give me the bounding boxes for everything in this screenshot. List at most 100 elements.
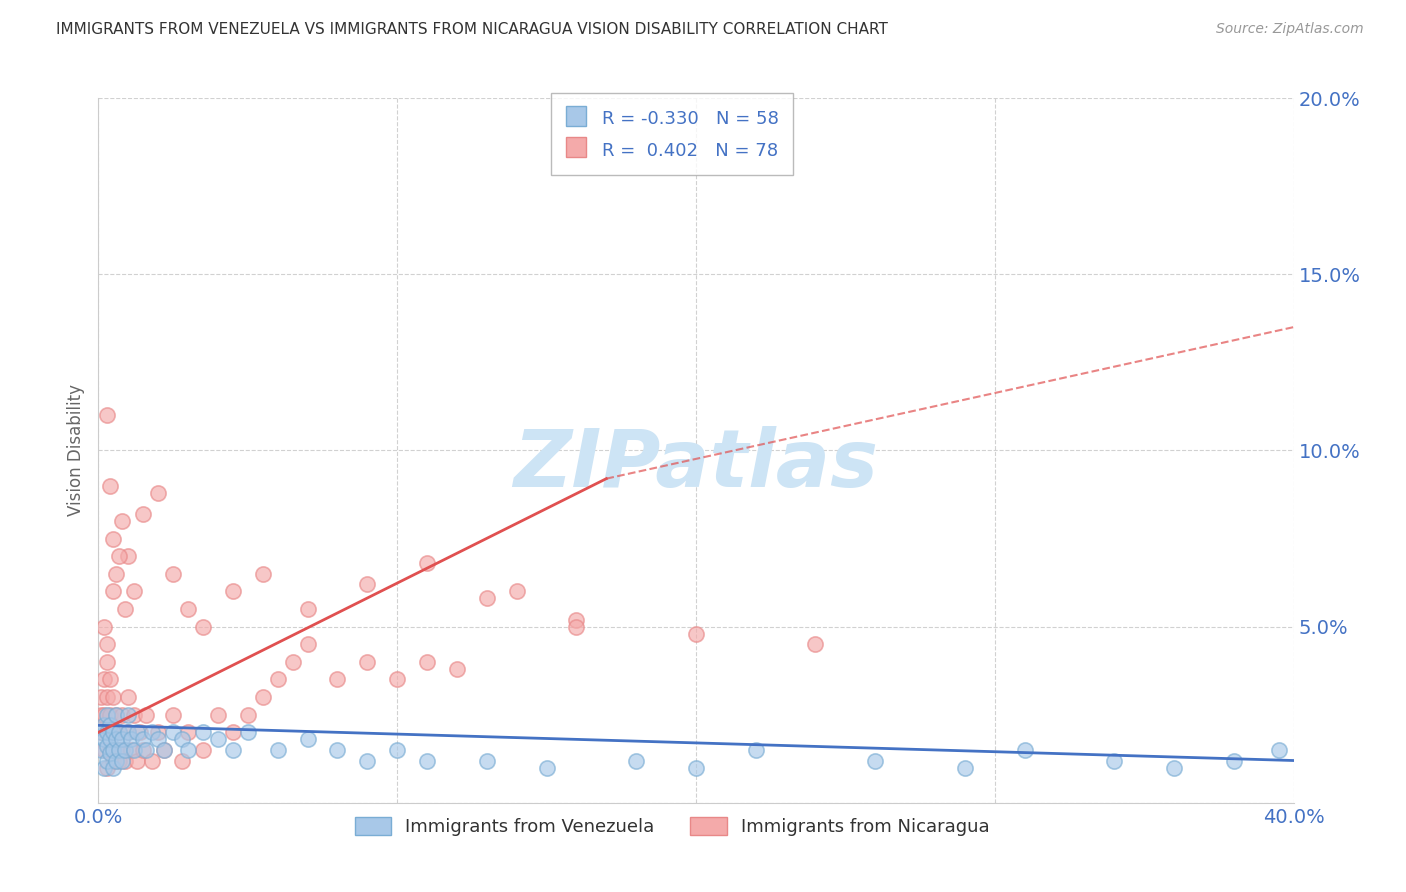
Point xyxy=(127,754,149,768)
Point xyxy=(96,637,118,651)
Point xyxy=(117,690,139,705)
Point xyxy=(222,743,245,757)
Point xyxy=(105,754,128,768)
Point xyxy=(191,619,214,633)
Point xyxy=(153,743,176,757)
Point xyxy=(162,566,184,581)
Point xyxy=(103,690,125,705)
Point xyxy=(281,655,304,669)
Point xyxy=(103,743,125,757)
Point xyxy=(1104,754,1126,768)
Point xyxy=(96,690,118,705)
Y-axis label: Vision Disability: Vision Disability xyxy=(66,384,84,516)
Point xyxy=(108,725,131,739)
Point xyxy=(236,707,259,722)
Point xyxy=(117,725,139,739)
Point xyxy=(93,707,115,722)
Point xyxy=(297,732,319,747)
Point xyxy=(626,754,648,768)
Point xyxy=(565,619,588,633)
Point xyxy=(685,626,707,640)
Point xyxy=(416,754,439,768)
Point xyxy=(148,485,170,500)
Point xyxy=(1223,754,1246,768)
Point xyxy=(135,707,157,722)
Point xyxy=(117,549,139,564)
Point xyxy=(90,725,112,739)
Point xyxy=(177,602,200,616)
Point xyxy=(148,732,170,747)
Point xyxy=(536,760,558,774)
Point xyxy=(124,707,146,722)
Point xyxy=(108,725,131,739)
Point xyxy=(105,743,128,757)
Point xyxy=(135,743,157,757)
Point xyxy=(297,602,319,616)
Point xyxy=(93,718,115,732)
Point xyxy=(96,760,118,774)
Point xyxy=(865,754,887,768)
Point xyxy=(177,725,200,739)
Point xyxy=(685,760,707,774)
Point xyxy=(252,566,274,581)
Point xyxy=(416,556,439,570)
Point xyxy=(124,743,146,757)
Point xyxy=(132,732,155,747)
Point xyxy=(93,743,115,757)
Point xyxy=(111,754,134,768)
Point xyxy=(252,690,274,705)
Point xyxy=(96,725,118,739)
Point xyxy=(108,549,131,564)
Point xyxy=(98,707,122,722)
Point xyxy=(267,673,290,687)
Point xyxy=(475,591,498,606)
Point xyxy=(1163,760,1185,774)
Point xyxy=(356,577,378,591)
Point xyxy=(108,743,131,757)
Point xyxy=(111,743,134,757)
Point xyxy=(114,743,136,757)
Point xyxy=(416,655,439,669)
Point xyxy=(141,754,163,768)
Point xyxy=(114,602,136,616)
Text: Source: ZipAtlas.com: Source: ZipAtlas.com xyxy=(1216,22,1364,37)
Point xyxy=(236,725,259,739)
Text: IMMIGRANTS FROM VENEZUELA VS IMMIGRANTS FROM NICARAGUA VISION DISABILITY CORRELA: IMMIGRANTS FROM VENEZUELA VS IMMIGRANTS … xyxy=(56,22,889,37)
Point xyxy=(506,584,529,599)
Point xyxy=(356,754,378,768)
Point xyxy=(141,725,163,739)
Point xyxy=(105,566,128,581)
Point xyxy=(98,747,122,761)
Point xyxy=(105,707,128,722)
Point xyxy=(90,690,112,705)
Point xyxy=(132,507,155,521)
Point xyxy=(172,754,194,768)
Point xyxy=(103,725,125,739)
Point xyxy=(267,743,290,757)
Point xyxy=(385,743,409,757)
Point xyxy=(153,743,176,757)
Legend: Immigrants from Venezuela, Immigrants from Nicaragua: Immigrants from Venezuela, Immigrants fr… xyxy=(347,809,997,843)
Point xyxy=(326,673,349,687)
Point xyxy=(475,754,498,768)
Point xyxy=(356,655,378,669)
Point xyxy=(108,754,131,768)
Point xyxy=(565,613,588,627)
Point xyxy=(117,725,139,739)
Point xyxy=(90,725,112,739)
Point xyxy=(148,725,170,739)
Point xyxy=(117,707,139,722)
Point xyxy=(191,725,214,739)
Point xyxy=(105,732,128,747)
Point xyxy=(207,707,229,722)
Point xyxy=(120,743,142,757)
Point xyxy=(105,707,128,722)
Point xyxy=(98,732,122,747)
Point xyxy=(953,760,976,774)
Point xyxy=(326,743,349,757)
Point xyxy=(96,707,118,722)
Point xyxy=(114,754,136,768)
Point xyxy=(804,637,827,651)
Point xyxy=(124,584,146,599)
Point xyxy=(1267,743,1289,757)
